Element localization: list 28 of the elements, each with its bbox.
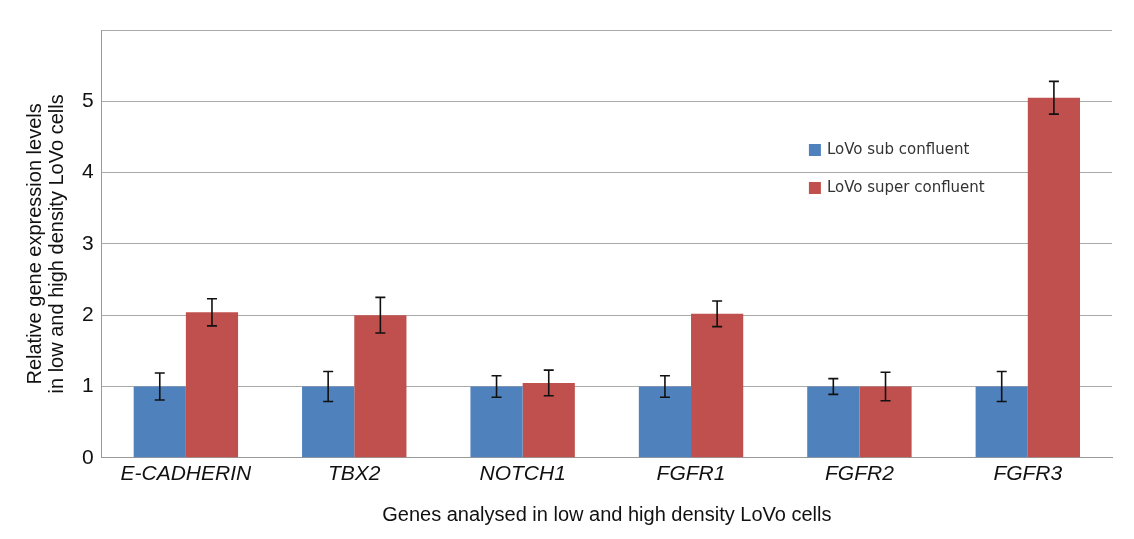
y-tick-label: 1: [81, 373, 94, 397]
x-tick-label: FGFR3: [993, 461, 1063, 485]
bar: [522, 382, 575, 458]
bar: [1027, 97, 1081, 458]
bar: [975, 386, 1028, 458]
y-tick-label: 0: [81, 444, 94, 468]
bar: [638, 386, 692, 458]
bar: [302, 386, 355, 458]
y-tick-label: 5: [81, 88, 94, 112]
y-axis-title: Relative gene expression levels in low and high density LoVo cells: [22, 94, 67, 394]
legend-label: LoVo sub confluent: [826, 139, 970, 158]
bar: [470, 386, 523, 458]
x-tick-label: E-CADHERIN: [120, 461, 253, 485]
x-axis-title: Genes analysed in low and high density LoVo cells: [382, 502, 832, 525]
bar: [691, 313, 744, 458]
y-tick-label: 4: [81, 159, 94, 183]
legend-label: LoVo super confluent: [826, 177, 985, 196]
x-tick-label: NOTCH1: [479, 461, 566, 485]
bar: [185, 312, 239, 458]
bar: [807, 386, 860, 458]
y-tick-label: 3: [81, 230, 94, 254]
x-tick-label: FGFR1: [656, 461, 726, 485]
x-tick-label: TBX2: [327, 461, 381, 485]
bar: [859, 386, 912, 458]
y-tick-label: 2: [81, 302, 94, 325]
bar: [354, 315, 407, 458]
x-tick-label: FGFR2: [825, 461, 895, 485]
bar: [133, 386, 186, 458]
